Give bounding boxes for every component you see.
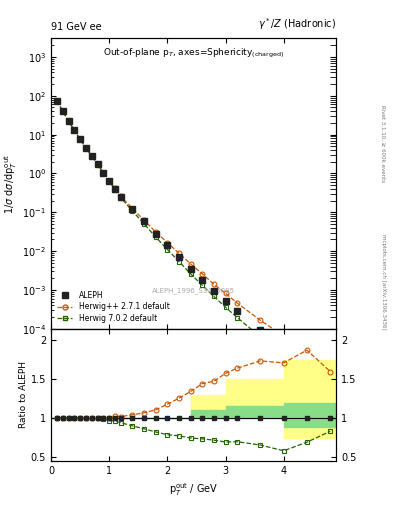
Y-axis label: Ratio to ALEPH: Ratio to ALEPH [19, 361, 28, 429]
Y-axis label: 1/$\sigma$ d$\sigma$/dp$_T^{\rm out}$: 1/$\sigma$ d$\sigma$/dp$_T^{\rm out}$ [2, 154, 19, 214]
Text: Out-of-plane p$_T$, axes=Sphericity$_{\rm (charged)}$: Out-of-plane p$_T$, axes=Sphericity$_{\r… [103, 47, 284, 60]
Legend: ALEPH, Herwig++ 2.7.1 default, Herwig 7.0.2 default: ALEPH, Herwig++ 2.7.1 default, Herwig 7.… [55, 289, 172, 325]
Text: Rivet 3.1.10, ≥ 600k events: Rivet 3.1.10, ≥ 600k events [381, 105, 386, 182]
Text: 91 GeV ee: 91 GeV ee [51, 22, 102, 32]
Text: $\gamma^*/Z$ (Hadronic): $\gamma^*/Z$ (Hadronic) [258, 16, 336, 32]
Text: ALEPH_1996_S3486095: ALEPH_1996_S3486095 [152, 288, 235, 294]
X-axis label: p$_T^{\rm out}$ / GeV: p$_T^{\rm out}$ / GeV [169, 481, 218, 498]
Text: mcplots.cern.ch [arXiv:1306.3436]: mcplots.cern.ch [arXiv:1306.3436] [381, 234, 386, 329]
